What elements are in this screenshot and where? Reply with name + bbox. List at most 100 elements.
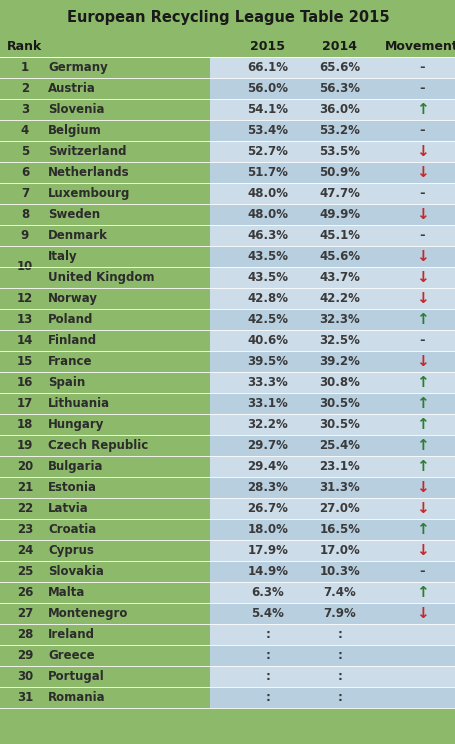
Text: 49.9%: 49.9% [319, 208, 360, 221]
Bar [210, 603, 455, 624]
Text: Lithuania: Lithuania [48, 397, 110, 410]
Text: :: : [337, 649, 342, 662]
Bar [210, 288, 455, 309]
Text: European Recycling League Table 2015: European Recycling League Table 2015 [66, 10, 389, 25]
Bar [210, 246, 455, 267]
Text: 39.5%: 39.5% [247, 355, 288, 368]
Text: Austria: Austria [48, 82, 96, 95]
Text: -: - [418, 334, 424, 347]
Bar [210, 666, 455, 687]
Bar [210, 435, 455, 456]
Text: Romania: Romania [48, 691, 106, 704]
Bar [210, 225, 455, 246]
Bar [210, 267, 455, 288]
Text: :: : [265, 691, 270, 704]
Text: 56.3%: 56.3% [319, 82, 360, 95]
Text: ↓: ↓ [415, 501, 427, 516]
Bar [210, 645, 455, 666]
Text: Croatia: Croatia [48, 523, 96, 536]
Text: 48.0%: 48.0% [247, 187, 288, 200]
Text: 14.9%: 14.9% [247, 565, 288, 578]
Bar [210, 582, 455, 603]
Text: 43.7%: 43.7% [319, 271, 359, 284]
Text: 56.0%: 56.0% [247, 82, 288, 95]
Text: 27: 27 [17, 607, 33, 620]
Text: :: : [337, 691, 342, 704]
Bar [210, 519, 455, 540]
Text: 16.5%: 16.5% [319, 523, 360, 536]
Text: 27.0%: 27.0% [319, 502, 359, 515]
Text: Sweden: Sweden [48, 208, 100, 221]
Text: 22: 22 [17, 502, 33, 515]
Text: 30.8%: 30.8% [319, 376, 359, 389]
Text: :: : [265, 649, 270, 662]
Text: 6: 6 [21, 166, 29, 179]
Text: Slovenia: Slovenia [48, 103, 104, 116]
Text: 33.1%: 33.1% [247, 397, 288, 410]
Text: :: : [265, 628, 270, 641]
Text: Ireland: Ireland [48, 628, 95, 641]
Text: 1: 1 [21, 61, 29, 74]
Text: Norway: Norway [48, 292, 98, 305]
Text: Latvia: Latvia [48, 502, 89, 515]
Text: 43.5%: 43.5% [247, 250, 288, 263]
Text: 48.0%: 48.0% [247, 208, 288, 221]
Text: 13: 13 [17, 313, 33, 326]
Text: United Kingdom: United Kingdom [48, 271, 154, 284]
Text: Hungary: Hungary [48, 418, 104, 431]
Text: 30.5%: 30.5% [319, 418, 359, 431]
Text: -: - [418, 565, 424, 578]
Text: 28.3%: 28.3% [247, 481, 288, 494]
Text: Movement: Movement [384, 39, 455, 53]
Text: 32.5%: 32.5% [319, 334, 359, 347]
Text: 45.6%: 45.6% [319, 250, 360, 263]
Bar [210, 393, 455, 414]
Text: 10.3%: 10.3% [319, 565, 359, 578]
Text: :: : [337, 670, 342, 683]
Text: 43.5%: 43.5% [247, 271, 288, 284]
Text: 40.6%: 40.6% [247, 334, 288, 347]
Text: -: - [418, 61, 424, 74]
Text: Switzerland: Switzerland [48, 145, 126, 158]
Text: Denmark: Denmark [48, 229, 108, 242]
Text: 53.2%: 53.2% [319, 124, 359, 137]
Text: Rank: Rank [7, 39, 42, 53]
Text: Czech Republic: Czech Republic [48, 439, 148, 452]
Text: 30: 30 [17, 670, 33, 683]
Text: 17.0%: 17.0% [319, 544, 359, 557]
Text: Poland: Poland [48, 313, 93, 326]
Text: ↑: ↑ [415, 375, 427, 390]
Text: 26: 26 [17, 586, 33, 599]
Text: ↓: ↓ [415, 291, 427, 306]
Text: 65.6%: 65.6% [319, 61, 360, 74]
Text: ↓: ↓ [415, 606, 427, 621]
Text: 15: 15 [17, 355, 33, 368]
Text: :: : [265, 670, 270, 683]
Bar [210, 687, 455, 708]
Text: 42.8%: 42.8% [247, 292, 288, 305]
Text: Slovakia: Slovakia [48, 565, 104, 578]
Bar [210, 624, 455, 645]
Bar [210, 477, 455, 498]
Text: Montenegro: Montenegro [48, 607, 128, 620]
Text: 53.5%: 53.5% [319, 145, 360, 158]
Text: 42.2%: 42.2% [319, 292, 359, 305]
Text: 25: 25 [17, 565, 33, 578]
Text: France: France [48, 355, 92, 368]
Text: Germany: Germany [48, 61, 107, 74]
Text: -: - [418, 187, 424, 200]
Text: 32.3%: 32.3% [319, 313, 359, 326]
Text: 16: 16 [17, 376, 33, 389]
Text: 31.3%: 31.3% [319, 481, 359, 494]
Text: 30.5%: 30.5% [319, 397, 359, 410]
Text: ↓: ↓ [415, 249, 427, 264]
Bar [210, 351, 455, 372]
Text: ↓: ↓ [415, 543, 427, 558]
Text: 39.2%: 39.2% [319, 355, 359, 368]
Text: 6.3%: 6.3% [251, 586, 284, 599]
Bar [210, 141, 455, 162]
Text: Malta: Malta [48, 586, 85, 599]
Bar [210, 498, 455, 519]
Text: ↓: ↓ [415, 480, 427, 495]
Text: 5: 5 [21, 145, 29, 158]
